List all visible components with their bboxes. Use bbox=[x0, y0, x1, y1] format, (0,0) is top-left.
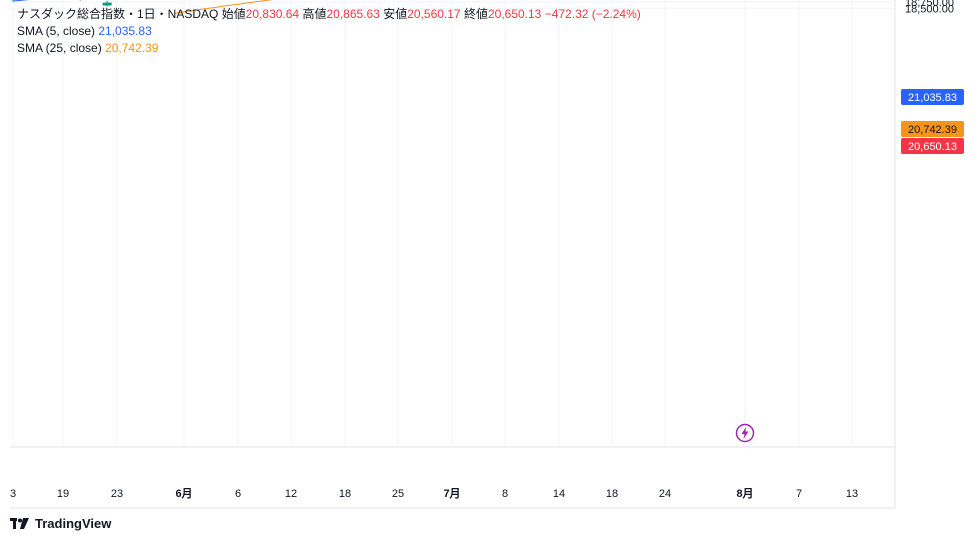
candles bbox=[8, 0, 112, 7]
price-tag-label: 20,650.13 bbox=[908, 141, 957, 153]
price-tag: 21,035.83 bbox=[901, 89, 964, 105]
sma25-legend[interactable]: SMA (25, close) 20,742.39 bbox=[17, 40, 641, 57]
open-value: 20,830.64 bbox=[245, 7, 300, 21]
price-tag-label: 20,742.39 bbox=[908, 124, 957, 136]
x-tick-label: 7月 bbox=[443, 487, 460, 500]
candle bbox=[102, 0, 112, 7]
sma25-value: 20,742.39 bbox=[105, 41, 159, 55]
sma5-label: SMA (5, close) bbox=[17, 24, 96, 38]
y-tick-label: 18,500.00 bbox=[905, 3, 954, 15]
price-axis[interactable]: 18,500.0018,750.0019,000.0019,250.0019,5… bbox=[905, 0, 954, 15]
close-label: 終値 bbox=[463, 7, 488, 21]
legend: ナスダック総合指数・1日・NASDAQ 始値20,830.64 高値20,865… bbox=[17, 6, 641, 57]
x-tick-label: 12 bbox=[285, 488, 297, 500]
x-tick-label: 3 bbox=[10, 488, 16, 500]
price-tag: 20,650.13 bbox=[901, 138, 964, 154]
change-value: −472.32 (−2.24%) bbox=[544, 7, 641, 21]
high-label: 高値 bbox=[302, 7, 327, 21]
grid bbox=[10, 0, 895, 447]
candle bbox=[8, 0, 18, 2]
y-tick-label: 18,750.00 bbox=[905, 0, 954, 9]
symbol-title[interactable]: ナスダック総合指数・1日・NASDAQ bbox=[17, 7, 219, 21]
high-value: 20,865.63 bbox=[326, 7, 380, 21]
tradingview-label: TradingView bbox=[35, 516, 112, 531]
price-tag-bg bbox=[901, 89, 964, 105]
tradingview-logo[interactable]: TradingView bbox=[10, 516, 111, 531]
low-value: 20,560.17 bbox=[407, 7, 461, 21]
x-tick-label: 25 bbox=[392, 488, 404, 500]
price-tag-bg bbox=[901, 121, 964, 137]
x-tick-label: 18 bbox=[339, 488, 351, 500]
candle-body bbox=[102, 2, 112, 6]
x-tick-label: 6月 bbox=[175, 487, 192, 500]
open-label: 始値 bbox=[221, 7, 246, 21]
sma25-label: SMA (25, close) bbox=[17, 41, 102, 55]
sma5-value: 21,035.83 bbox=[98, 24, 152, 38]
x-tick-label: 8月 bbox=[736, 487, 753, 500]
y-tick-label: 19,000.00 bbox=[905, 0, 954, 2]
price-tag: 20,742.39 bbox=[901, 121, 964, 137]
x-tick-label: 8 bbox=[502, 488, 508, 500]
candle bbox=[79, 0, 81, 1]
sma5-layer bbox=[12, 0, 30, 2]
lightning-icon[interactable] bbox=[735, 423, 755, 443]
price-tags: 21,035.83 20,742.39 20,650.13 bbox=[901, 89, 964, 154]
ohlc-row: ナスダック総合指数・1日・NASDAQ 始値20,830.64 高値20,865… bbox=[17, 6, 641, 23]
x-tick-label: 7 bbox=[796, 488, 802, 500]
x-tick-label: 18 bbox=[606, 488, 618, 500]
close-value: 20,650.13 bbox=[487, 7, 542, 21]
x-tick-label: 24 bbox=[659, 488, 671, 500]
x-tick-label: 23 bbox=[111, 488, 123, 500]
time-axis[interactable]: 3 19 23 6月 6 12 18 25 7月 8 14 18 24 8月 7 13 bbox=[10, 487, 858, 500]
x-tick-label: 6 bbox=[235, 488, 241, 500]
low-label: 安値 bbox=[383, 7, 408, 21]
tradingview-logo-icon bbox=[10, 517, 29, 529]
x-tick-label: 14 bbox=[553, 488, 565, 500]
x-tick-label: 19 bbox=[57, 488, 69, 500]
price-tag-bg bbox=[901, 138, 964, 154]
sma5-legend[interactable]: SMA (5, close) 21,035.83 bbox=[17, 23, 641, 40]
price-tag-label: 21,035.83 bbox=[908, 92, 957, 104]
sma5-line bbox=[12, 0, 30, 2]
x-tick-label: 13 bbox=[846, 488, 858, 500]
